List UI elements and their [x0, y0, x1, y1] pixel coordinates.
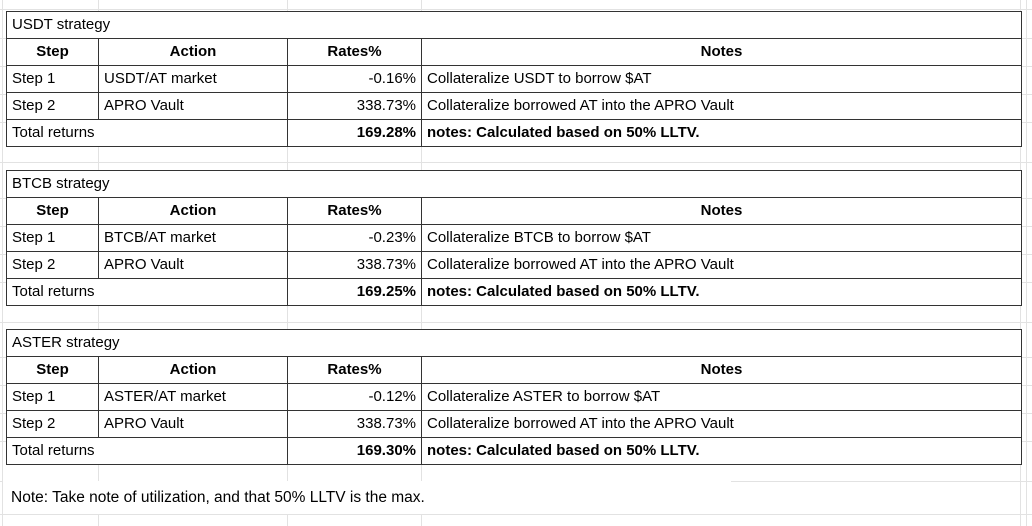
table-title-cell[interactable]: ASTER strategy [5, 329, 1023, 357]
rate-cell[interactable]: -0.16% [287, 65, 422, 93]
gridline-horizontal [0, 9, 1032, 10]
step-cell[interactable]: Step 2 [6, 410, 99, 438]
total-label-cell[interactable]: Total returns [6, 437, 288, 465]
rate-cell[interactable]: 338.73% [287, 410, 422, 438]
note-cell[interactable]: Collateralize borrowed AT into the APRO … [420, 251, 1023, 279]
action-cell[interactable]: BTCB/AT market [98, 224, 288, 252]
gridline-vertical [2, 0, 3, 526]
total-rate-cell[interactable]: 169.25% [287, 278, 422, 306]
total-rate-cell[interactable]: 169.28% [287, 119, 422, 147]
rate-cell[interactable]: -0.12% [287, 383, 422, 411]
col-header-action[interactable]: Action [98, 197, 288, 225]
table-row: Step 1 ASTER/AT market -0.12% Collateral… [6, 383, 1023, 411]
gridline-vertical [1026, 0, 1027, 526]
step-cell[interactable]: Step 1 [6, 224, 99, 252]
table-row: ASTER strategy [5, 329, 1023, 357]
col-header-notes[interactable]: Notes [420, 356, 1023, 384]
rate-cell[interactable]: 338.73% [287, 92, 422, 120]
strategy-table-btcb: BTCB strategy Step Action Rates% Notes S… [5, 170, 1023, 306]
action-cell[interactable]: USDT/AT market [98, 65, 288, 93]
table-title-cell[interactable]: USDT strategy [5, 11, 1023, 39]
total-rate-cell[interactable]: 169.30% [287, 437, 422, 465]
col-header-notes[interactable]: Notes [420, 38, 1023, 66]
table-row: Total returns 169.28% notes: Calculated … [6, 119, 1023, 147]
col-header-step[interactable]: Step [6, 356, 99, 384]
note-cell[interactable]: Collateralize BTCB to borrow $AT [420, 224, 1023, 252]
gridline-horizontal [0, 322, 1032, 323]
table-row: Step Action Rates% Notes [6, 197, 1023, 225]
table-row: Step Action Rates% Notes [6, 356, 1023, 384]
table-row: Total returns 169.25% notes: Calculated … [6, 278, 1023, 306]
total-label-cell[interactable]: Total returns [6, 119, 288, 147]
table-title-cell[interactable]: BTCB strategy [5, 170, 1023, 198]
col-header-rates[interactable]: Rates% [287, 197, 422, 225]
table-row: BTCB strategy [5, 170, 1023, 198]
total-note-cell[interactable]: notes: Calculated based on 50% LLTV. [420, 119, 1023, 147]
table-row: USDT strategy [5, 11, 1023, 39]
total-note-cell[interactable]: notes: Calculated based on 50% LLTV. [420, 437, 1023, 465]
strategy-table-aster: ASTER strategy Step Action Rates% Notes … [5, 329, 1023, 465]
total-note-cell[interactable]: notes: Calculated based on 50% LLTV. [420, 278, 1023, 306]
col-header-rates[interactable]: Rates% [287, 356, 422, 384]
action-cell[interactable]: APRO Vault [98, 251, 288, 279]
table-row: Step 1 USDT/AT market -0.16% Collaterali… [6, 65, 1023, 93]
col-header-step[interactable]: Step [6, 197, 99, 225]
table-row: Step 1 BTCB/AT market -0.23% Collaterali… [6, 224, 1023, 252]
col-header-action[interactable]: Action [98, 356, 288, 384]
table-row: Step 2 APRO Vault 338.73% Collateralize … [6, 410, 1023, 438]
action-cell[interactable]: ASTER/AT market [98, 383, 288, 411]
table-row: Step 2 APRO Vault 338.73% Collateralize … [6, 92, 1023, 120]
table-row: Step Action Rates% Notes [6, 38, 1023, 66]
step-cell[interactable]: Step 1 [6, 65, 99, 93]
strategy-table-usdt: USDT strategy Step Action Rates% Notes S… [5, 11, 1023, 147]
table-row: Step 2 APRO Vault 338.73% Collateralize … [6, 251, 1023, 279]
footer-note[interactable]: Note: Take note of utilization, and that… [3, 481, 731, 514]
col-header-step[interactable]: Step [6, 38, 99, 66]
rate-cell[interactable]: -0.23% [287, 224, 422, 252]
note-cell[interactable]: Collateralize borrowed AT into the APRO … [420, 410, 1023, 438]
col-header-action[interactable]: Action [98, 38, 288, 66]
action-cell[interactable]: APRO Vault [98, 92, 288, 120]
step-cell[interactable]: Step 1 [6, 383, 99, 411]
col-header-rates[interactable]: Rates% [287, 38, 422, 66]
table-row: Total returns 169.30% notes: Calculated … [6, 437, 1023, 465]
step-cell[interactable]: Step 2 [6, 251, 99, 279]
gridline-horizontal [0, 162, 1032, 163]
col-header-notes[interactable]: Notes [420, 197, 1023, 225]
note-cell[interactable]: Collateralize borrowed AT into the APRO … [420, 92, 1023, 120]
note-cell[interactable]: Collateralize USDT to borrow $AT [420, 65, 1023, 93]
note-cell[interactable]: Collateralize ASTER to borrow $AT [420, 383, 1023, 411]
gridline-horizontal [0, 514, 1032, 515]
action-cell[interactable]: APRO Vault [98, 410, 288, 438]
rate-cell[interactable]: 338.73% [287, 251, 422, 279]
step-cell[interactable]: Step 2 [6, 92, 99, 120]
total-label-cell[interactable]: Total returns [6, 278, 288, 306]
